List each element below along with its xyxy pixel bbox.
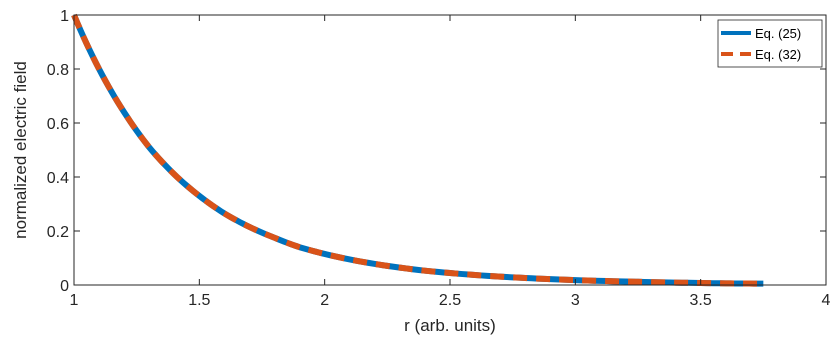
x-tick-label: 1: [70, 292, 79, 309]
y-tick-label: 0.6: [47, 116, 69, 133]
y-tick-label: 0.2: [47, 224, 69, 241]
legend-label-eq-32: Eq. (32): [755, 47, 801, 62]
series-line-eq-32: [71, 13, 764, 287]
x-tick-label: 3.5: [690, 292, 712, 309]
y-tick-label: 0.8: [47, 62, 69, 79]
series-layer: [71, 13, 764, 287]
y-tick-label: 0.4: [47, 170, 69, 187]
legend-label-eq-25: Eq. (25): [755, 26, 801, 41]
x-axis-label: r (arb. units): [404, 316, 496, 335]
x-tick-label: 1.5: [188, 292, 210, 309]
plot-area: [74, 15, 826, 285]
legend: Eq. (25) Eq. (32): [717, 19, 823, 68]
x-tick-label: 2.5: [439, 292, 461, 309]
legend-box: [717, 19, 823, 68]
x-tick-label: 3: [571, 292, 580, 309]
y-axis-label: normalized electric field: [11, 61, 30, 239]
y-tick-label: 1: [60, 8, 69, 25]
x-tick-label: 2: [320, 292, 329, 309]
tick-layer: 1 1.5 2 2.5 3 3.5 4 0 0.2 0.4 0.6 0.8 1: [47, 8, 831, 309]
x-tick-label: 4: [822, 292, 831, 309]
y-tick-label: 0: [60, 278, 69, 295]
